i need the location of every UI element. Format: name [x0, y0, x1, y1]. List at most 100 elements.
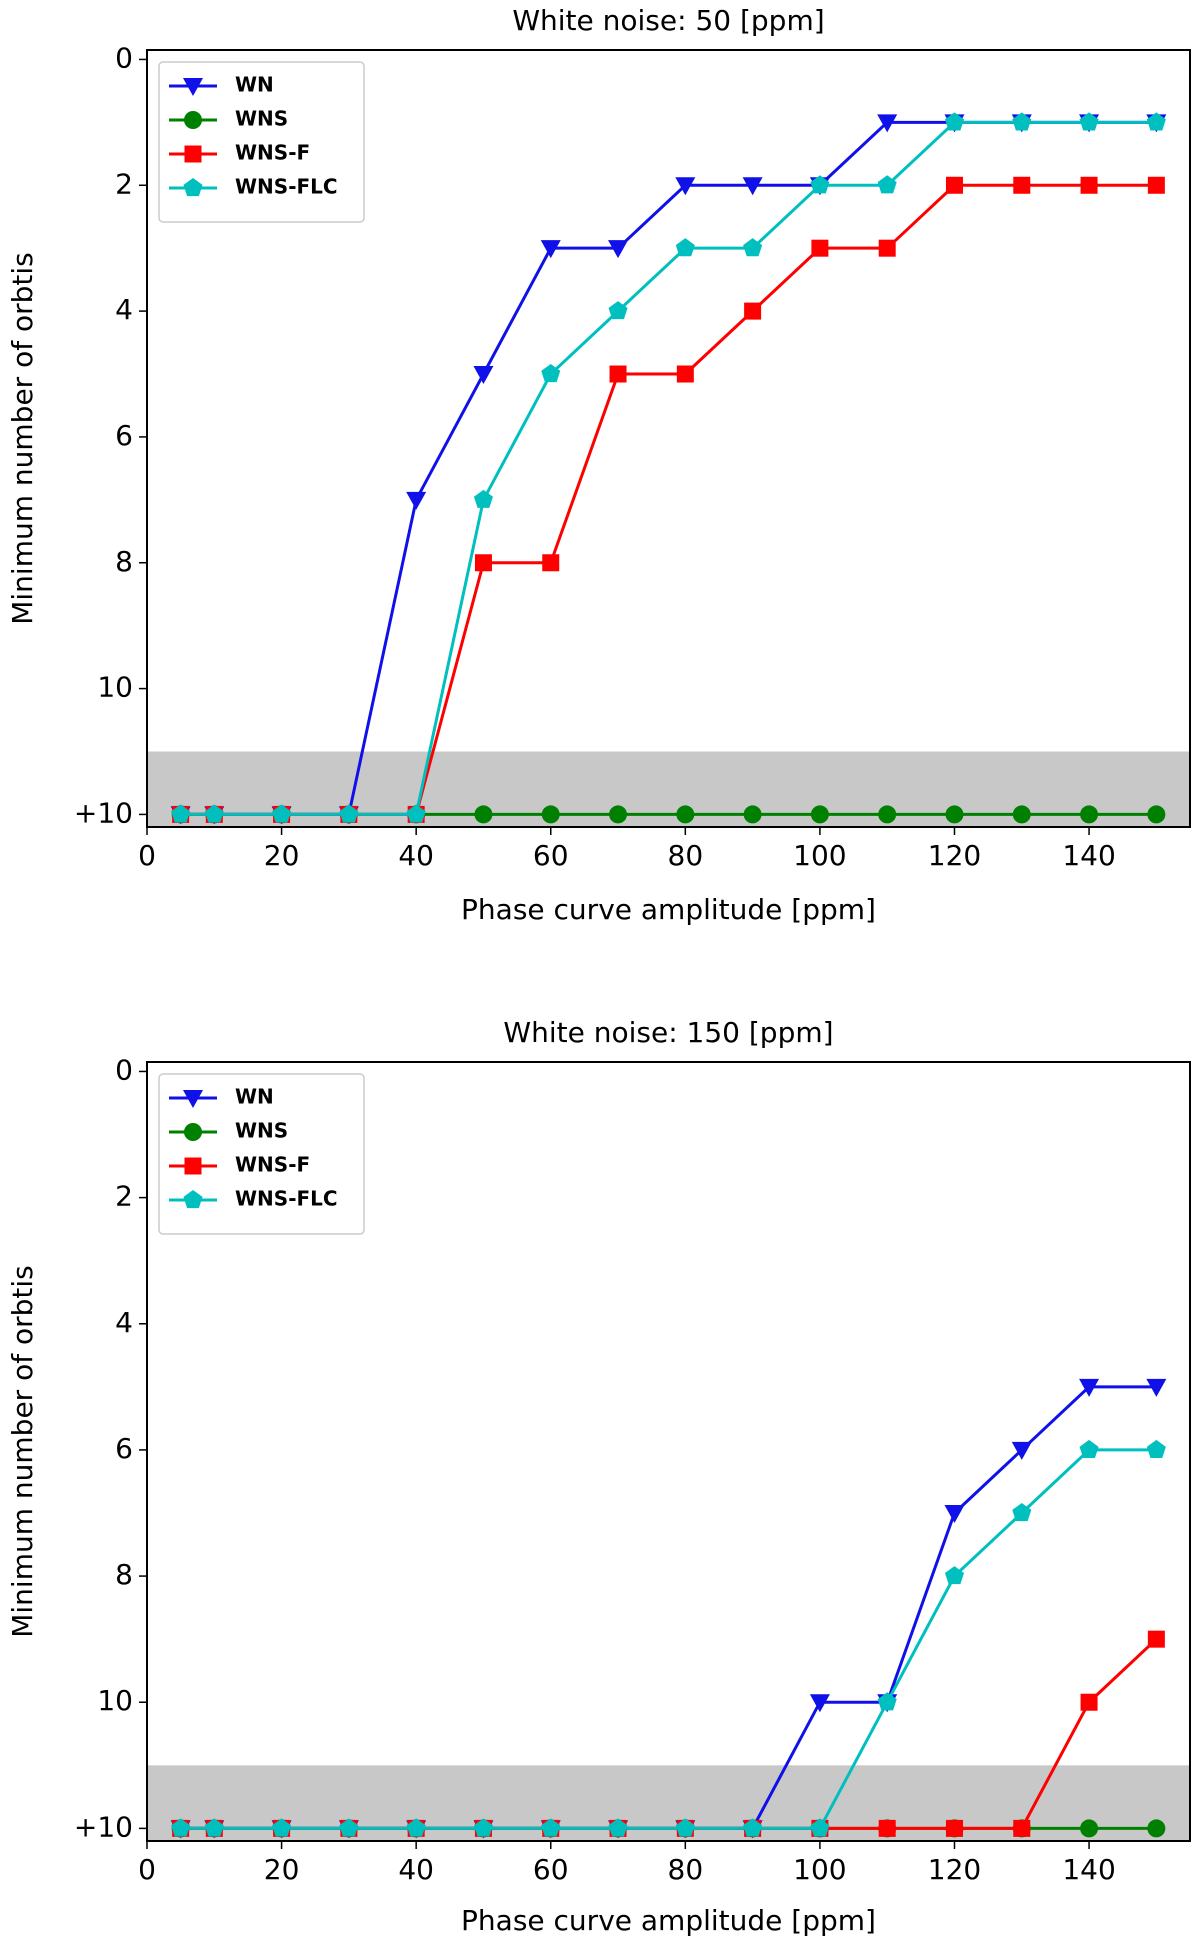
y-tick-label: +10 [74, 1810, 133, 1843]
marker [1012, 1503, 1032, 1522]
marker [1147, 176, 1165, 194]
y-tick-label: 4 [115, 1306, 133, 1339]
marker [676, 365, 694, 383]
y-tick-label: 10 [97, 1684, 133, 1717]
marker [944, 1505, 965, 1523]
series-line [180, 1448, 1157, 1830]
marker [540, 240, 561, 259]
marker [1013, 1819, 1031, 1837]
marker [1080, 176, 1098, 194]
marker [809, 1694, 830, 1713]
marker [1013, 176, 1031, 194]
marker [676, 805, 695, 824]
marker [675, 1818, 695, 1837]
y-tick-label: 6 [115, 419, 133, 452]
marker [204, 804, 224, 823]
x-tick-label: 80 [668, 1853, 704, 1886]
x-tick-label: 0 [138, 839, 156, 872]
y-tick-label: 8 [115, 545, 133, 578]
marker [945, 805, 964, 824]
marker [810, 1818, 830, 1837]
legend-label: WN [235, 1085, 274, 1109]
marker [1011, 1441, 1032, 1460]
marker [877, 1692, 897, 1711]
x-tick-label: 100 [793, 1853, 846, 1886]
x-tick-label: 40 [398, 839, 434, 872]
marker [541, 1818, 561, 1837]
x-tick-label: 0 [138, 1853, 156, 1886]
x-tick-label: 100 [793, 839, 846, 872]
marker [609, 365, 627, 383]
legend-box [158, 61, 365, 223]
marker [473, 1818, 493, 1837]
x-tick-label: 20 [264, 1853, 300, 1886]
legend-label: WNS-FLC [235, 1187, 338, 1211]
legend-box [158, 1073, 365, 1235]
marker [1146, 1439, 1166, 1459]
y-tick-label: +10 [74, 796, 133, 829]
y-tick-label: 2 [115, 1180, 133, 1213]
marker [878, 239, 896, 257]
marker [183, 178, 203, 197]
x-axis-label: Phase curve amplitude [ppm] [461, 1904, 876, 1937]
marker [810, 805, 829, 824]
x-tick-label: 40 [398, 1853, 434, 1886]
y-tick-label: 6 [115, 1432, 133, 1465]
plot-frame [146, 49, 1191, 828]
y-tick-label: 0 [115, 41, 133, 74]
x-tick-label: 140 [1062, 839, 1115, 872]
legend-label: WN [235, 73, 274, 97]
marker [944, 112, 964, 131]
marker [183, 1190, 203, 1209]
y-tick-label: 4 [115, 293, 133, 326]
marker [944, 1566, 964, 1585]
y-tick-label: 2 [115, 167, 133, 200]
series-line [180, 1385, 1157, 1830]
y-axis-label: Minimum number of orbtis [6, 252, 39, 625]
marker [339, 1818, 359, 1837]
marker [675, 238, 695, 257]
marker [1079, 1378, 1100, 1397]
chart-title: White noise: 150 [ppm] [503, 1016, 833, 1049]
marker [184, 111, 202, 129]
plot-frame [146, 1061, 1191, 1842]
marker [1146, 112, 1166, 131]
marker [1147, 1630, 1165, 1648]
marker [171, 804, 191, 823]
legend-label: WNS-FLC [235, 175, 338, 199]
marker [945, 1819, 963, 1837]
marker [609, 805, 628, 824]
marker [608, 301, 628, 320]
marker [1079, 1439, 1099, 1459]
x-tick-label: 120 [928, 1853, 981, 1886]
marker [608, 1818, 628, 1837]
chart-title: White noise: 50 [ppm] [512, 4, 824, 37]
marker [473, 489, 493, 508]
marker [743, 238, 763, 257]
x-axis-label: Phase curve amplitude [ppm] [461, 893, 876, 926]
legend-label: WNS [235, 1119, 288, 1143]
marker [1080, 1693, 1098, 1711]
marker [541, 805, 560, 824]
y-tick-label: 0 [115, 1053, 133, 1086]
legend-label: WNS-F [235, 141, 310, 165]
legend-label: WNS [235, 107, 288, 131]
marker [877, 114, 898, 133]
marker [406, 491, 427, 510]
marker [184, 1157, 202, 1175]
x-tick-label: 120 [928, 839, 981, 872]
marker [1012, 805, 1031, 824]
marker [183, 78, 203, 96]
x-tick-label: 140 [1062, 1853, 1115, 1886]
marker [1146, 1378, 1167, 1397]
marker [877, 175, 897, 194]
marker [204, 1818, 224, 1837]
marker [406, 1818, 426, 1837]
marker [742, 177, 763, 196]
x-tick-label: 80 [668, 839, 704, 872]
marker [1080, 1819, 1099, 1838]
marker [339, 804, 359, 823]
x-tick-label: 20 [264, 839, 300, 872]
marker [878, 1819, 896, 1837]
